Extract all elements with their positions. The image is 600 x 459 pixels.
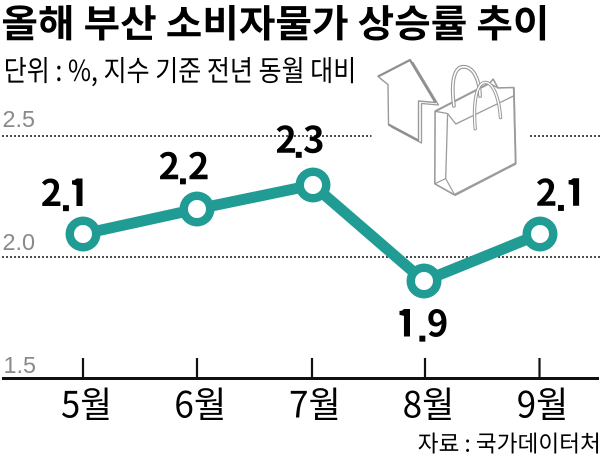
svg-text:1.5: 1.5: [4, 352, 37, 378]
svg-text:2.0: 2.0: [3, 229, 36, 255]
svg-text:2.5: 2.5: [3, 106, 36, 132]
